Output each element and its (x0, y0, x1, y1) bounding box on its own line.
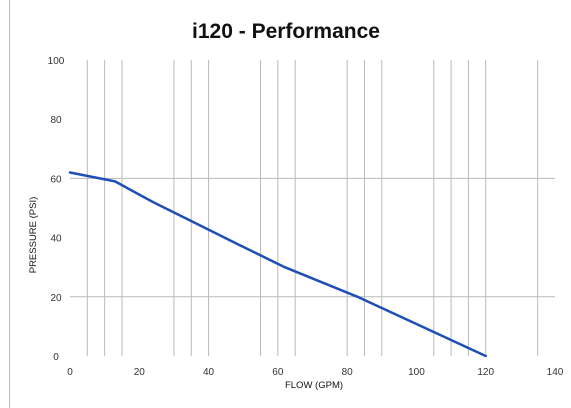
x-tick-label: 60 (272, 367, 284, 378)
x-tick-label: 80 (342, 367, 354, 378)
y-tick-label: 80 (50, 115, 62, 126)
y-tick-label: 100 (48, 56, 65, 67)
y-axis-label: PRESSURE (PSI) (28, 197, 39, 274)
gridlines (70, 60, 555, 356)
y-tick-label: 0 (53, 352, 59, 363)
series-layer (68, 171, 487, 358)
x-tick-label: 100 (408, 367, 425, 378)
x-axis-label: FLOW (GPM) (285, 380, 343, 391)
x-tick-label: 140 (547, 367, 564, 378)
x-tick-label: 40 (203, 367, 215, 378)
x-tick-label: 120 (477, 367, 494, 378)
y-tick-label: 40 (50, 234, 62, 245)
performance-curve (68, 171, 487, 358)
x-tick-label: 0 (67, 367, 73, 378)
chart-title: i120 - Performance (192, 20, 380, 43)
left-border-rule (9, 0, 10, 408)
y-tick-label: 60 (50, 174, 62, 185)
y-tick-label: 20 (50, 293, 62, 304)
x-tick-label: 20 (134, 367, 146, 378)
tick-labels: 0 20 40 60 80 100 120 140 0 20 40 60 80 100 (48, 56, 564, 378)
